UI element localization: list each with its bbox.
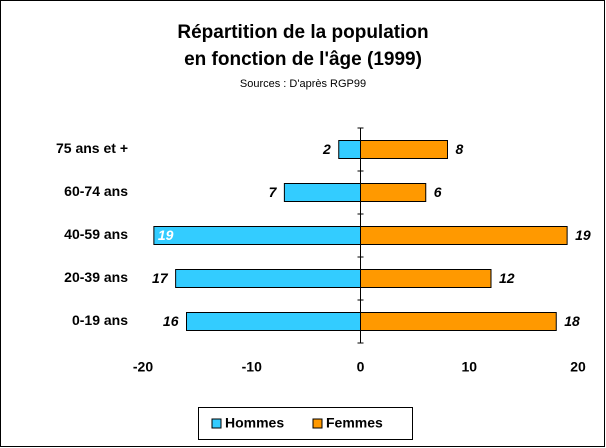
legend-label: Femmes (326, 415, 383, 431)
bar (186, 312, 361, 331)
data-label: 2 (322, 141, 331, 157)
bar (360, 183, 427, 202)
data-label: 17 (152, 270, 169, 286)
legend-box (198, 407, 413, 440)
y-tick-label: 0-19 ans (72, 312, 128, 328)
bar (360, 312, 557, 331)
legend-label: Hommes (225, 415, 284, 431)
chart-title-line2: en fonction de l'âge (1999) (184, 49, 422, 70)
data-label: 16 (163, 313, 179, 329)
bar (360, 226, 568, 245)
bar (360, 140, 448, 159)
chart-subtitle: Sources : D'après RGP99 (240, 78, 366, 90)
bar (338, 140, 361, 159)
data-label: 12 (499, 270, 515, 286)
chart-title: Répartition de la population (177, 22, 428, 43)
data-label: 19 (158, 227, 174, 243)
y-tick-label: 40-59 ans (64, 226, 128, 242)
data-label: 8 (456, 141, 464, 157)
bar (360, 269, 492, 288)
y-tick-label: 75 ans et + (56, 140, 128, 156)
x-tick-label: -10 (242, 359, 262, 375)
data-label: 7 (269, 184, 278, 200)
legend-swatch (312, 418, 323, 429)
x-tick-label: 0 (357, 359, 365, 375)
bar (283, 183, 361, 202)
legend-swatch (211, 418, 222, 429)
data-label: 18 (564, 313, 580, 329)
data-label: 6 (434, 184, 442, 200)
y-tick-label: 60-74 ans (64, 183, 128, 199)
x-tick-label: 10 (461, 359, 477, 375)
x-tick-label: -20 (133, 359, 153, 375)
y-tick-label: 20-39 ans (64, 269, 128, 285)
x-tick-label: 20 (570, 359, 586, 375)
bar (175, 269, 361, 288)
bar (153, 226, 361, 245)
data-label: 19 (575, 227, 591, 243)
